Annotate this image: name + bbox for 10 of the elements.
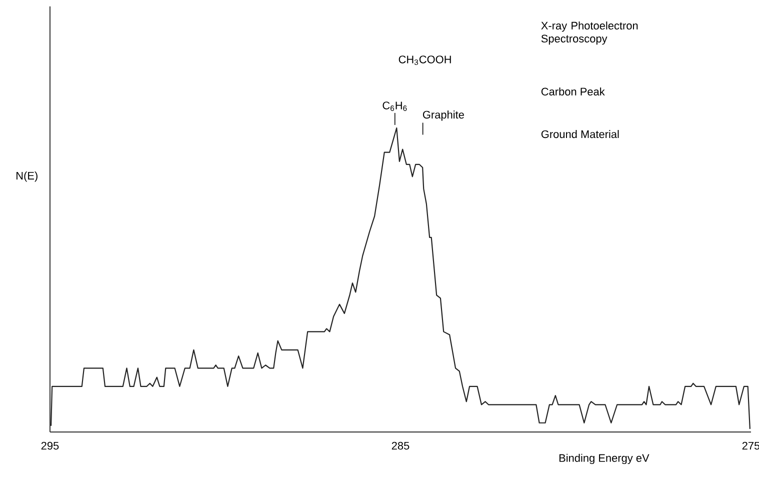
text: C$_{6}$H$_{6}$ xyxy=(382,102,407,111)
chart-subtitle: Carbon Peak xyxy=(541,87,605,96)
chart-title: X-ray Photoelectron Spectroscopy xyxy=(541,21,638,45)
x-axis-title: Binding Energy eV xyxy=(559,454,650,464)
x-tick-label: 285 xyxy=(392,442,410,450)
text: CH$_{3}$COOH xyxy=(398,56,451,65)
y-axis-title: N(E) xyxy=(16,172,38,182)
text: Graphite xyxy=(422,110,464,121)
x-tick-label: 295 xyxy=(41,442,59,450)
annotation: Ground Material xyxy=(541,130,619,138)
